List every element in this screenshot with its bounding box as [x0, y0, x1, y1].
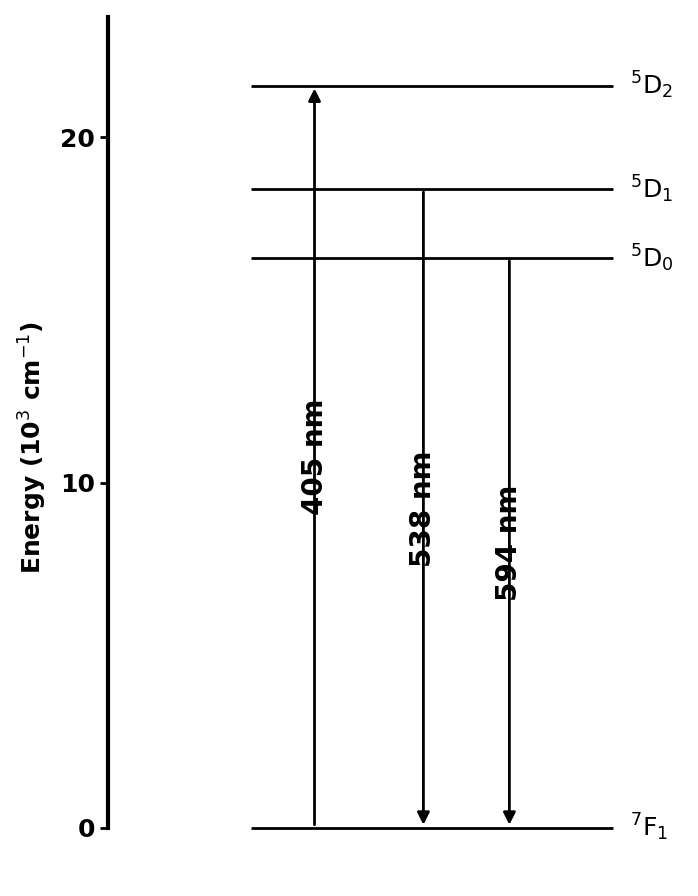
Text: $^{5}\mathrm{D}_{2}$: $^{5}\mathrm{D}_{2}$ — [630, 70, 673, 101]
Text: 594 nm: 594 nm — [496, 485, 524, 601]
Text: $^{7}\mathrm{F}_{1}$: $^{7}\mathrm{F}_{1}$ — [630, 812, 668, 843]
Text: $^{5}\mathrm{D}_{0}$: $^{5}\mathrm{D}_{0}$ — [630, 243, 674, 274]
Text: 538 nm: 538 nm — [410, 450, 438, 566]
Text: $^{5}\mathrm{D}_{1}$: $^{5}\mathrm{D}_{1}$ — [630, 174, 673, 205]
Y-axis label: Energy (10$^{3}$ cm$^{-1}$): Energy (10$^{3}$ cm$^{-1}$) — [17, 322, 49, 574]
Text: 405 nm: 405 nm — [301, 399, 329, 515]
